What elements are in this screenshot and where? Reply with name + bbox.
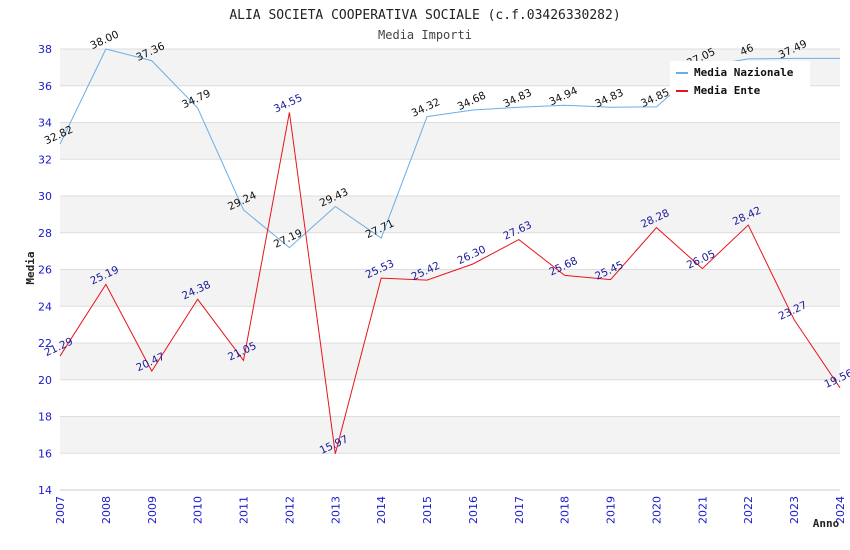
x-tick-label: 2013	[329, 496, 342, 524]
x-tick-label: 2023	[788, 496, 801, 524]
y-tick-label: 28	[38, 227, 52, 240]
y-tick-label: 16	[38, 447, 52, 460]
series-line-media-ente	[59, 112, 841, 454]
x-tick-label: 2024	[834, 496, 847, 524]
plot-band	[60, 453, 840, 490]
plot-band	[60, 416, 840, 454]
x-tick-label: 2018	[559, 496, 572, 524]
y-tick-label: 22	[38, 337, 52, 350]
x-tick-label: 2016	[467, 496, 480, 524]
y-tick-label: 38	[38, 43, 52, 56]
y-tick-label: 26	[38, 264, 52, 277]
x-tick-label: 2020	[650, 496, 663, 524]
plot-band	[60, 122, 840, 160]
x-tick-label: 2021	[696, 496, 709, 524]
chart-subtitle: Media Importi	[378, 28, 472, 42]
x-tick-label: 2009	[146, 496, 159, 524]
x-tick-label: 2015	[421, 496, 434, 524]
x-tick-label: 2010	[192, 496, 205, 524]
y-axis-ticks: 14 16 18 20 22 24 26 28 30 32 34 36 38	[38, 43, 52, 497]
legend: Media Nazionale Media Ente	[670, 61, 810, 101]
x-tick-label: 2019	[605, 496, 618, 524]
x-tick-label: 2012	[283, 496, 296, 524]
plot-band	[60, 306, 840, 343]
plot-band	[60, 343, 840, 380]
x-axis-label: Anno	[813, 517, 840, 530]
legend-label-ente: Media Ente	[694, 84, 761, 97]
x-axis-ticks: 2007 2008 2009 2010 2011 2012 2013 2014 2015 2016…	[54, 496, 847, 524]
y-tick-label: 30	[38, 190, 52, 203]
plot-background-bands	[60, 49, 840, 490]
y-axis-label: Media	[24, 251, 37, 284]
x-tick-label: 2011	[238, 496, 251, 524]
plot-band	[60, 269, 840, 307]
x-tick-label: 2008	[100, 496, 113, 524]
y-tick-label: 36	[38, 80, 52, 93]
x-tick-label: 2017	[513, 496, 526, 524]
legend-box	[670, 61, 810, 101]
x-tick-label: 2014	[375, 496, 388, 524]
y-tick-label: 24	[38, 300, 52, 313]
y-tick-label: 34	[38, 117, 52, 130]
legend-label-nazionale: Media Nazionale	[694, 66, 794, 79]
x-tick-label: 2007	[54, 496, 67, 524]
y-tick-label: 14	[38, 484, 52, 497]
y-tick-label: 20	[38, 374, 52, 387]
x-tick-label: 2022	[742, 496, 755, 524]
y-tick-label: 32	[38, 153, 52, 166]
data-label-nazionale: 46	[738, 42, 755, 59]
plot-band	[60, 159, 840, 196]
y-tick-label: 18	[38, 411, 52, 424]
plot-band	[60, 196, 840, 233]
chart-title: ALIA SOCIETA COOPERATIVA SOCIALE (c.f.03…	[229, 8, 620, 23]
plot-band	[60, 379, 840, 417]
plot-band	[60, 232, 840, 270]
